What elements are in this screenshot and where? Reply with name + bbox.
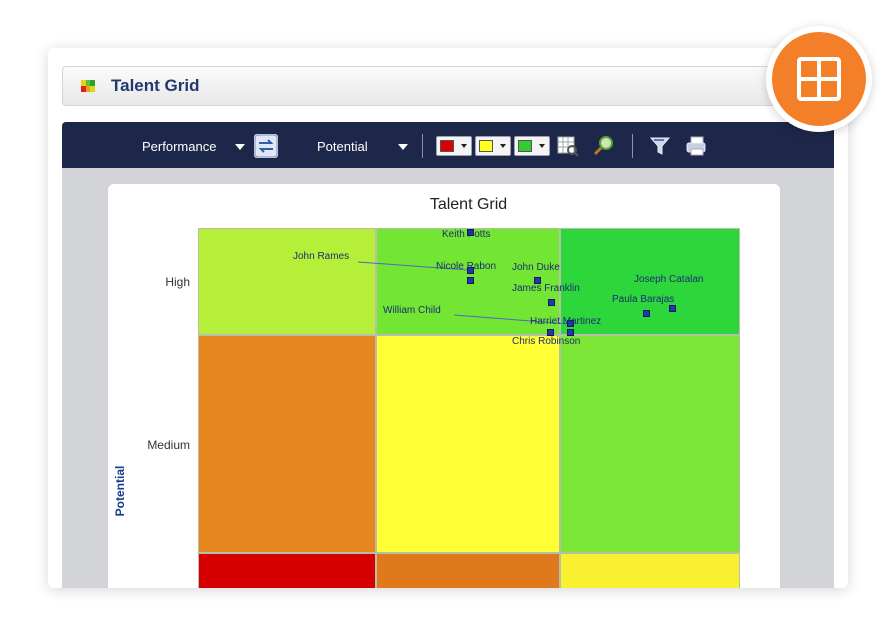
yellow-color-picker[interactable] <box>475 136 511 156</box>
grid-cell-medium-medium[interactable] <box>376 335 560 553</box>
green-swatch <box>518 140 532 152</box>
employee-marker-nicole-rabon[interactable] <box>467 267 474 274</box>
employee-marker-william-child[interactable] <box>567 329 574 336</box>
employee-label: Joseph Catalan <box>634 274 704 285</box>
employee-label: Paula Barajas <box>612 294 675 305</box>
employee-marker-paula-barajas[interactable] <box>643 310 650 317</box>
grid-cell-medium-high[interactable] <box>560 335 740 553</box>
grid-cell-low-low[interactable] <box>198 553 376 588</box>
employee-marker-john-rames[interactable] <box>467 277 474 284</box>
potential-dropdown[interactable]: Potential <box>317 139 368 154</box>
search-icon[interactable] <box>592 134 616 158</box>
performance-dropdown[interactable]: Performance <box>142 139 217 154</box>
grid-zoom-icon[interactable] <box>556 134 580 158</box>
toolbar: Performance Potential <box>62 122 834 168</box>
leader-lines <box>357 261 571 325</box>
y-axis-title: Potential <box>113 465 127 517</box>
potential-dropdown-chevron-down-icon[interactable] <box>398 144 408 150</box>
employee-label: Harriet Martinez <box>530 316 602 327</box>
grid-layout-icon <box>797 57 841 101</box>
employee-marker-joseph-catalan[interactable] <box>669 305 676 312</box>
yellow-swatch <box>479 140 493 152</box>
employee-marker-john-duke[interactable] <box>534 277 541 284</box>
employee-label: Keith Potts <box>442 229 491 240</box>
employee-label: Nicole Rabon <box>436 261 497 272</box>
grid-cell-high-high[interactable] <box>560 228 740 335</box>
grid-cell-medium-low[interactable] <box>198 335 376 553</box>
y-tick-high: High <box>165 275 190 289</box>
chart-title: Talent Grid <box>429 196 508 213</box>
employee-marker-chris-robinson[interactable] <box>547 329 554 336</box>
red-color-picker[interactable] <box>436 136 472 156</box>
employee-label: William Child <box>383 305 441 316</box>
badge-circle <box>772 32 866 126</box>
talent-grid-icon <box>81 80 95 92</box>
talent-grid: Keith Potts John Rames Nicole Rabon John… <box>198 228 740 588</box>
app-window: Talent Grid Performance Potential <box>48 48 848 588</box>
title-bar: Talent Grid <box>62 66 794 106</box>
employee-label: John Rames <box>293 251 350 262</box>
toolbar-divider <box>422 134 423 158</box>
employee-label: John Duke <box>512 262 560 273</box>
grid-cell-low-high[interactable] <box>560 553 740 588</box>
y-tick-medium: Medium <box>147 438 190 452</box>
filter-icon[interactable] <box>648 134 672 158</box>
feature-badge <box>766 26 872 132</box>
grid-cell-low-medium[interactable] <box>376 553 560 588</box>
window-title: Talent Grid <box>111 76 200 95</box>
chart-panel: Talent Grid High Medium Potential Keith … <box>108 184 780 588</box>
performance-dropdown-chevron-down-icon[interactable] <box>235 144 245 150</box>
toolbar-divider-2 <box>632 134 633 158</box>
swap-axes-icon[interactable] <box>254 134 278 158</box>
employee-label: Chris Robinson <box>512 336 581 347</box>
employee-marker-harriet-martinez[interactable] <box>567 320 574 327</box>
red-swatch <box>440 140 454 152</box>
employee-label: James Franklin <box>512 283 580 294</box>
grid-cell-high-low[interactable] <box>198 228 376 335</box>
print-icon[interactable] <box>684 134 708 158</box>
employee-marker-james-franklin[interactable] <box>548 299 555 306</box>
green-color-picker[interactable] <box>514 136 550 156</box>
employee-marker-keith-potts[interactable] <box>467 229 474 236</box>
